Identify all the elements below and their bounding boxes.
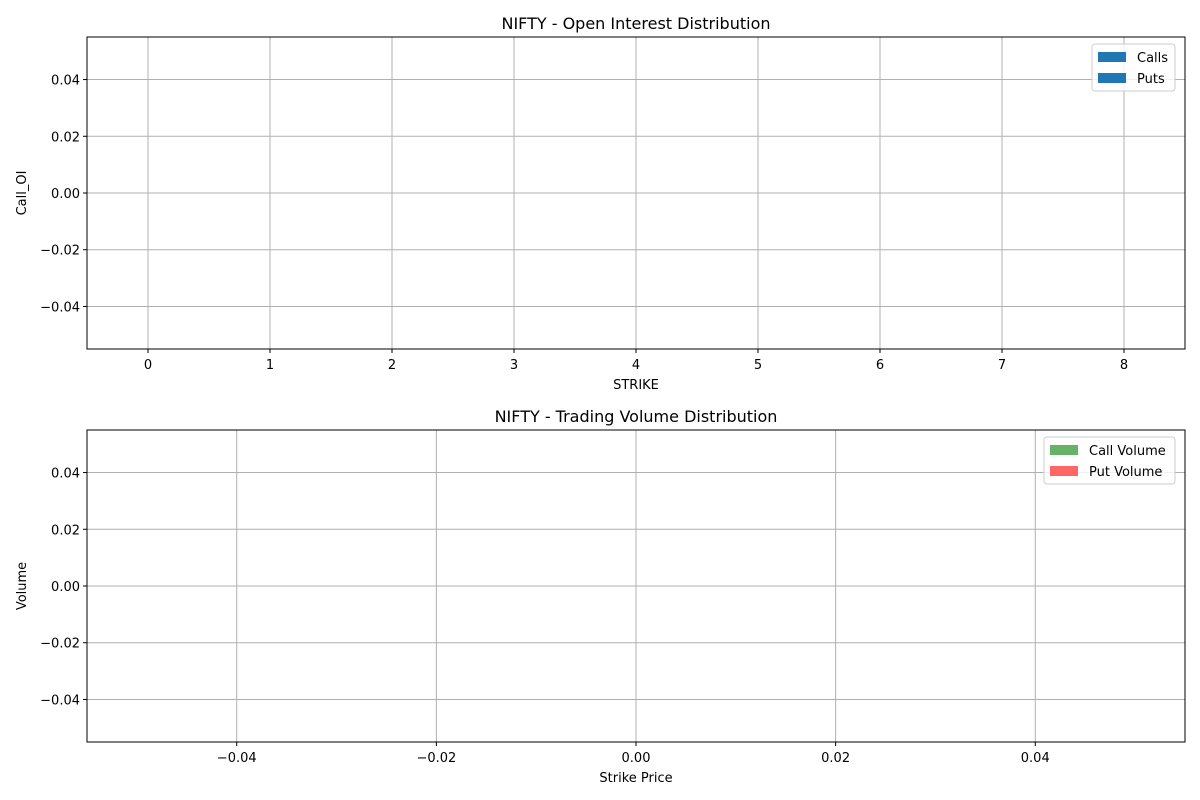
legend: Call Volume Put Volume xyxy=(1043,436,1176,485)
y-tick-label: 0.02 xyxy=(51,523,80,538)
grid-layer xyxy=(87,37,1185,349)
y-tick-label: −0.04 xyxy=(40,693,80,708)
y-axis-label: Call_OI xyxy=(15,171,30,216)
legend-swatch xyxy=(1050,445,1078,455)
legend: Calls Puts xyxy=(1091,43,1176,92)
y-tick-label: −0.02 xyxy=(40,637,80,652)
x-tick-label: 0.00 xyxy=(622,751,651,766)
x-tick-label: −0.04 xyxy=(217,751,257,766)
legend-swatch xyxy=(1098,52,1126,62)
chart-title: NIFTY - Trading Volume Distribution xyxy=(495,407,778,426)
x-tick-label: 1 xyxy=(266,358,274,373)
y-tick-label: 0.04 xyxy=(51,74,80,89)
y-ticks: −0.04 −0.02 0.00 0.02 0.04 xyxy=(40,467,87,708)
y-tick-label: 0.02 xyxy=(51,130,80,145)
x-axis-label: STRIKE xyxy=(613,378,659,393)
y-tick-label: 0.04 xyxy=(51,467,80,482)
x-ticks: 0 1 2 3 4 5 6 7 8 xyxy=(144,349,1128,373)
x-tick-label: 0.02 xyxy=(821,751,850,766)
x-tick-label: 0.04 xyxy=(1021,751,1050,766)
y-tick-label: −0.02 xyxy=(40,244,80,259)
x-tick-label: 0 xyxy=(144,358,152,373)
y-tick-label: 0.00 xyxy=(51,580,80,595)
x-tick-label: 6 xyxy=(876,358,884,373)
y-axis-label: Volume xyxy=(15,562,30,610)
x-tick-label: 5 xyxy=(754,358,762,373)
legend-swatch xyxy=(1098,73,1126,83)
legend-label: Put Volume xyxy=(1089,465,1162,480)
x-axis-label: Strike Price xyxy=(599,771,672,786)
legend-label: Call Volume xyxy=(1089,444,1166,459)
trading-volume-chart: NIFTY - Trading Volume Distribution −0.0… xyxy=(15,407,1186,786)
x-tick-label: 8 xyxy=(1120,358,1128,373)
x-tick-label: 4 xyxy=(632,358,640,373)
y-ticks: −0.04 −0.02 0.00 0.02 0.04 xyxy=(40,74,87,315)
open-interest-chart: NIFTY - Open Interest Distribution 0 1 2 3 4… xyxy=(15,14,1186,393)
x-tick-label: 7 xyxy=(998,358,1006,373)
x-tick-label: 2 xyxy=(388,358,396,373)
legend-swatch xyxy=(1050,466,1078,476)
y-tick-label: −0.04 xyxy=(40,300,80,315)
y-tick-label: 0.00 xyxy=(51,187,80,202)
x-tick-label: 3 xyxy=(510,358,518,373)
grid-layer xyxy=(87,430,1185,742)
legend-label: Puts xyxy=(1137,72,1165,87)
x-tick-label: −0.02 xyxy=(416,751,456,766)
x-ticks: −0.04 −0.02 0.00 0.02 0.04 xyxy=(217,742,1050,766)
chart-title: NIFTY - Open Interest Distribution xyxy=(501,14,770,33)
legend-label: Calls xyxy=(1137,51,1168,66)
